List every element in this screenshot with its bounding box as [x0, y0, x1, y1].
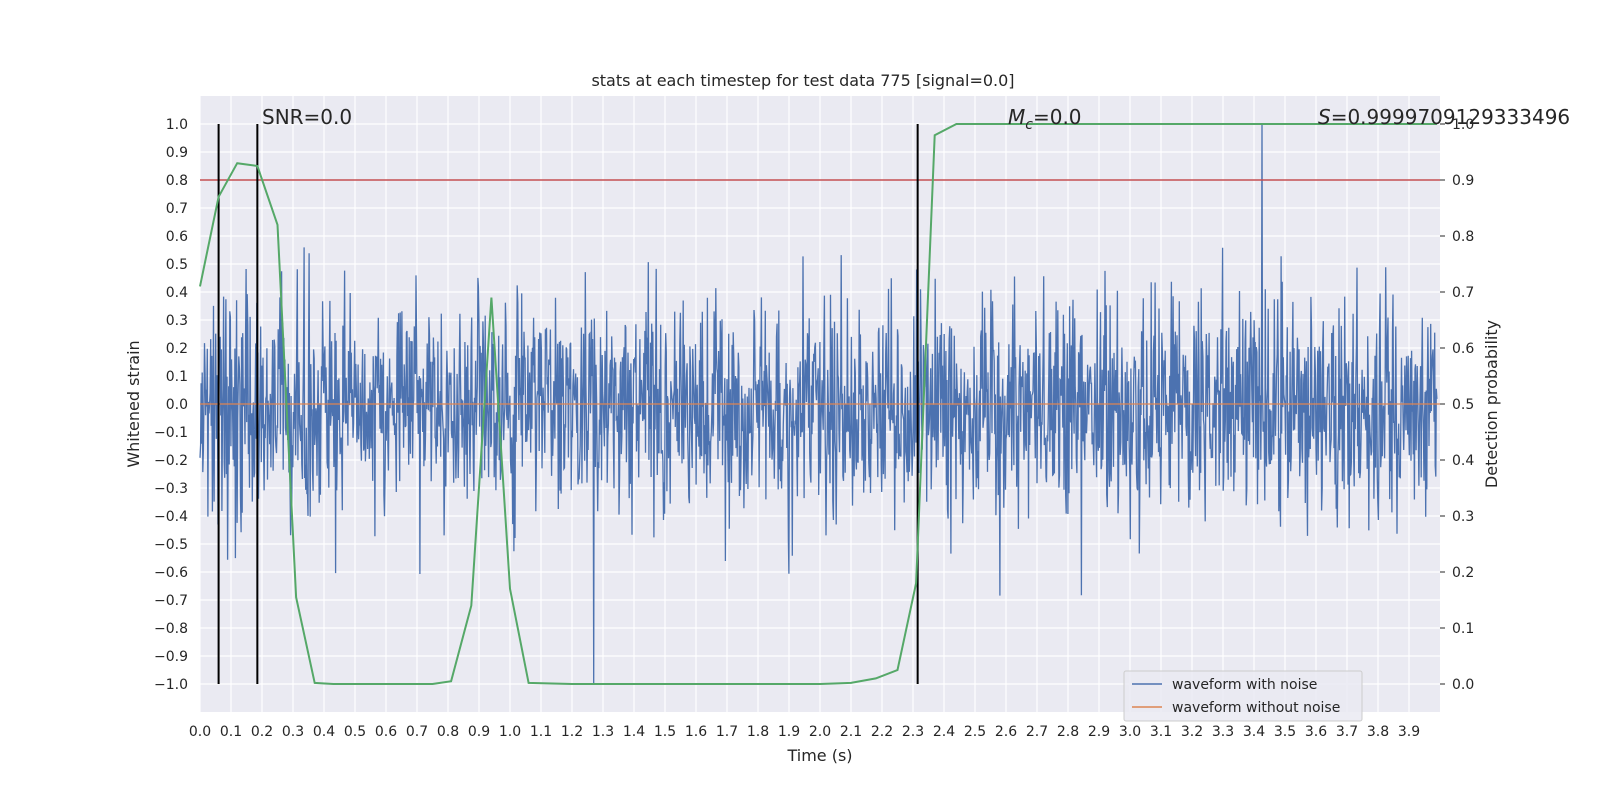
- s-symbol: S: [1318, 105, 1331, 129]
- x-tick-label: 1.5: [654, 724, 676, 740]
- x-tick-label: 3.4: [1243, 724, 1265, 740]
- mc-subscript: c: [1025, 117, 1033, 133]
- legend-box: [1123, 670, 1363, 722]
- y-right-tick-label: 0.2: [1452, 565, 1474, 581]
- mc-annotation: Mc=0.0: [1008, 105, 1082, 133]
- probability-line: [199, 123, 1437, 685]
- y-right-axis-label: Detection probability: [1482, 320, 1501, 488]
- x-tick-label: 2.4: [933, 724, 955, 740]
- y-left-tick-label: −0.6: [154, 565, 188, 581]
- noise-trace: [199, 123, 1438, 685]
- y-left-tick-label: −0.7: [154, 593, 188, 609]
- x-tick-label: 3.5: [1274, 724, 1296, 740]
- y-left-tick-label: −0.8: [154, 621, 188, 637]
- x-tick-label: 0.5: [344, 724, 366, 740]
- legend-label-clean: waveform without noise: [1172, 700, 1340, 716]
- s-annotation: S=0.9999709129333496: [1318, 105, 1570, 129]
- x-tick-label: 0.7: [406, 724, 428, 740]
- y-left-axis-label: Whitened strain: [124, 340, 143, 467]
- legend-label-noise: waveform with noise: [1172, 677, 1317, 693]
- s-value: =0.9999709129333496: [1331, 105, 1570, 129]
- x-tick-label: 1.6: [685, 724, 707, 740]
- y-left-tick-label: 0.6: [166, 229, 188, 245]
- y-left-tick-label: 0.5: [166, 257, 188, 273]
- y-left-tick-label: −0.9: [154, 649, 188, 665]
- y-right-tick-label: 0.0: [1452, 677, 1474, 693]
- x-tick-label: 1.9: [778, 724, 800, 740]
- x-tick-label: 2.9: [1088, 724, 1110, 740]
- y-left-tick-label: 0.2: [166, 341, 188, 357]
- series-waveform-with-noise: [199, 123, 1438, 685]
- y-right-tick-label: 1.0: [1452, 117, 1474, 133]
- y-left-tick-label: −0.4: [154, 509, 188, 525]
- x-tick-label: 2.8: [1057, 724, 1079, 740]
- x-tick-label: 3.8: [1367, 724, 1389, 740]
- y-right-tick-label: 0.3: [1452, 509, 1474, 525]
- y-right-tick-label: 0.7: [1452, 285, 1474, 301]
- x-tick-label: 0.2: [251, 724, 273, 740]
- y-right-tick-label: 0.6: [1452, 341, 1474, 357]
- x-tick-label: 1.3: [592, 724, 614, 740]
- y-right-tick-label: 0.1: [1452, 621, 1474, 637]
- x-tick-label: 3.9: [1398, 724, 1420, 740]
- y-left-tick-label: −0.3: [154, 481, 188, 497]
- x-tick-label: 0.0: [189, 724, 211, 740]
- x-axis-label: Time (s): [786, 746, 852, 765]
- y-right-tick-label: 0.8: [1452, 229, 1474, 245]
- y-left-tick-label: 0.8: [166, 173, 188, 189]
- y-right-tick-labels: 1.0 0.9 0.8 0.7 0.6 0.5 0.4 0.3 0.2 0.1 0.0: [1440, 117, 1474, 693]
- x-tick-label: 2.3: [902, 724, 924, 740]
- vertical-markers: [217, 124, 919, 684]
- x-tick-label: 0.4: [313, 724, 335, 740]
- legend: waveform with noise waveform without noi…: [1123, 670, 1363, 722]
- y-left-tick-label: 0.3: [166, 313, 188, 329]
- x-tick-label: 1.4: [623, 724, 645, 740]
- x-tick-label: 1.8: [747, 724, 769, 740]
- x-tick-label: 3.1: [1150, 724, 1172, 740]
- y-left-tick-label: −1.0: [154, 677, 188, 693]
- y-right-tick-label: 0.9: [1452, 173, 1474, 189]
- y-left-tick-label: −0.1: [154, 425, 188, 441]
- chart-title: stats at each timestep for test data 775…: [591, 71, 1014, 90]
- x-tick-label: 3.0: [1119, 724, 1141, 740]
- x-tick-label: 0.9: [468, 724, 490, 740]
- x-tick-label: 2.0: [809, 724, 831, 740]
- y-right-tick-label: 0.5: [1452, 397, 1474, 413]
- x-tick-label: 0.3: [282, 724, 304, 740]
- x-tick-label: 3.3: [1212, 724, 1234, 740]
- y-left-tick-labels: 1.0 0.9 0.8 0.7 0.6 0.5 0.4 0.3 0.2 0.1 0.0 −0.1 −0.…: [154, 117, 188, 693]
- x-tick-label: 1.0: [499, 724, 521, 740]
- x-tick-label: 2.7: [1026, 724, 1048, 740]
- y-left-tick-label: 0.4: [166, 285, 188, 301]
- x-tick-label: 2.5: [964, 724, 986, 740]
- x-tick-label: 0.8: [437, 724, 459, 740]
- x-tick-label: 2.1: [840, 724, 862, 740]
- y-left-tick-label: 0.0: [166, 397, 188, 413]
- y-left-tick-label: −0.2: [154, 453, 188, 469]
- x-tick-label: 2.6: [995, 724, 1017, 740]
- x-tick-labels: 0.0 0.1 0.2 0.3 0.4 0.5 0.6 0.7 0.8 0.9 1.0 1.1 1.2 1…: [189, 724, 1420, 740]
- y-left-tick-label: 1.0: [166, 117, 188, 133]
- y-left-tick-label: −0.5: [154, 537, 188, 553]
- x-tick-label: 0.1: [220, 724, 242, 740]
- x-tick-label: 3.6: [1305, 724, 1327, 740]
- x-tick-label: 3.2: [1181, 724, 1203, 740]
- mc-symbol: M: [1008, 105, 1025, 129]
- x-tick-label: 1.7: [716, 724, 738, 740]
- y-left-tick-label: 0.9: [166, 145, 188, 161]
- x-tick-label: 1.2: [561, 724, 583, 740]
- series-detection-probability: [199, 123, 1437, 685]
- x-tick-label: 0.6: [375, 724, 397, 740]
- x-tick-label: 2.2: [871, 724, 893, 740]
- y-left-tick-label: 0.7: [166, 201, 188, 217]
- snr-annotation: SNR=0.0: [262, 105, 352, 129]
- mc-value: =0.0: [1033, 105, 1082, 129]
- y-left-tick-label: 0.1: [166, 369, 188, 385]
- x-tick-label: 3.7: [1336, 724, 1358, 740]
- y-right-tick-label: 0.4: [1452, 453, 1474, 469]
- x-tick-label: 1.1: [530, 724, 552, 740]
